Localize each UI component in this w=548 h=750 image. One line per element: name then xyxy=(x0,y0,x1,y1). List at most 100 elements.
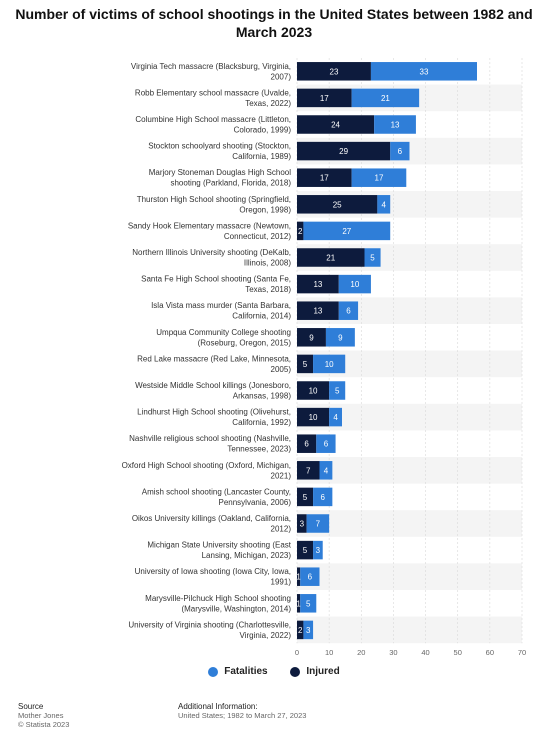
category-label: 2012) xyxy=(271,525,292,534)
data-label-fatalities: 6 xyxy=(398,147,403,156)
data-label-injured: 17 xyxy=(320,174,329,183)
bar-injured xyxy=(297,195,378,214)
category-label: Westside Middle School killings (Jonesbo… xyxy=(135,381,291,390)
category-label: Connecticut, 2012) xyxy=(224,232,291,241)
bar-fatalities xyxy=(300,567,320,586)
category-label: 2021) xyxy=(271,471,292,480)
row-band xyxy=(297,510,522,537)
bar-injured xyxy=(297,274,339,294)
category-label: Sandy Hook Elementary massacre (Newtown, xyxy=(128,221,291,230)
category-label: Marjory Stoneman Douglas High School xyxy=(149,168,292,177)
row-band xyxy=(297,616,522,644)
legend-item-fatalities[interactable]: Fatalities xyxy=(208,666,268,677)
source-line: Mother Jones xyxy=(18,711,64,720)
bar-injured xyxy=(297,434,317,453)
bar-fatalities xyxy=(325,328,355,347)
data-label-fatalities: 3 xyxy=(306,626,311,635)
bar-fatalities xyxy=(329,407,342,427)
data-label-fatalities: 5 xyxy=(370,254,375,263)
data-label-injured: 10 xyxy=(309,387,318,396)
data-label-injured: 5 xyxy=(303,546,308,555)
bar-injured xyxy=(297,407,330,427)
category-label: Marysville-Pilchuck High School shooting xyxy=(145,594,291,603)
bar-fatalities xyxy=(313,487,333,507)
bar-injured xyxy=(297,328,326,347)
category-label: Colorado, 1999) xyxy=(234,126,292,135)
data-label-fatalities: 6 xyxy=(346,307,351,316)
category-label: California, 1989) xyxy=(232,152,291,161)
data-label-injured: 29 xyxy=(339,147,348,156)
bar-injured xyxy=(297,620,304,640)
category-label: Robb Elementary school massacre (Uvalde, xyxy=(135,88,291,97)
category-label: Oxford High School shooting (Oxford, Mic… xyxy=(122,461,291,470)
data-label-fatalities: 6 xyxy=(308,573,313,582)
category-label: Thurston High School shooting (Springfie… xyxy=(137,195,291,204)
bar-injured xyxy=(297,221,304,241)
data-label-injured: 7 xyxy=(306,466,311,475)
data-label-injured: 23 xyxy=(330,67,339,76)
bar-fatalities xyxy=(338,274,371,294)
category-label: Texas, 2018) xyxy=(245,285,291,294)
additional-info-block: Additional Information: United States; 1… xyxy=(178,702,306,720)
bar-injured xyxy=(297,487,314,507)
category-label: Tennessee, 2023) xyxy=(227,445,291,454)
bar-fatalities xyxy=(313,540,323,560)
data-label-injured: 3 xyxy=(300,520,305,529)
bar-injured xyxy=(297,301,339,320)
row-band xyxy=(297,563,522,590)
category-label: 1991) xyxy=(271,578,292,587)
category-label: Isla Vista mass murder (Santa Barbara, xyxy=(151,301,291,310)
bar-fatalities xyxy=(316,434,336,453)
bar-fatalities xyxy=(351,168,407,187)
category-label: Stockton schoolyard shooting (Stockton, xyxy=(148,142,291,151)
bar-injured xyxy=(297,594,301,613)
data-label-fatalities: 21 xyxy=(381,94,390,103)
category-label: Columbine High School massacre (Littleto… xyxy=(135,115,291,124)
bar-fatalities xyxy=(313,354,346,374)
data-label-injured: 9 xyxy=(309,333,314,342)
data-label-fatalities: 4 xyxy=(324,466,329,475)
data-label-fatalities: 5 xyxy=(335,387,340,396)
data-label-fatalities: 5 xyxy=(306,599,311,608)
category-label: Virginia Tech massacre (Blacksburg, Virg… xyxy=(131,62,291,71)
additional-info-heading: Additional Information: xyxy=(178,702,258,711)
data-label-fatalities: 7 xyxy=(316,520,321,529)
data-label-fatalities: 10 xyxy=(350,280,359,289)
data-label-fatalities: 33 xyxy=(420,67,429,76)
source-heading: Source xyxy=(18,702,44,711)
bar-injured xyxy=(297,168,352,187)
category-label: Amish school shooting (Lancaster County, xyxy=(142,487,291,496)
data-label-injured: 10 xyxy=(309,413,318,422)
data-label-injured: 2 xyxy=(298,227,303,236)
category-label: Texas, 2022) xyxy=(245,99,291,108)
data-label-fatalities: 10 xyxy=(325,360,334,369)
category-label: Northern Illinois University shooting (D… xyxy=(132,248,291,257)
data-label-injured: 6 xyxy=(304,440,309,449)
bar-injured xyxy=(297,62,371,81)
bar-injured xyxy=(297,354,314,374)
source-block: Source Mother Jones © Statista 2023 xyxy=(18,702,69,729)
data-label-fatalities: 6 xyxy=(320,493,325,502)
data-label-fatalities: 17 xyxy=(375,174,384,183)
legend-item-injured[interactable]: Injured xyxy=(290,666,340,677)
row-band xyxy=(297,457,522,484)
x-tick-label: 50 xyxy=(454,648,462,657)
bar-fatalities xyxy=(370,62,477,81)
x-tick-label: 60 xyxy=(486,648,494,657)
legend-swatch-fatalities xyxy=(208,666,219,677)
x-tick-label: 10 xyxy=(325,648,333,657)
x-tick-label: 0 xyxy=(295,648,299,657)
data-label-fatalities: 9 xyxy=(338,333,343,342)
category-label: Lansing, Michigan, 2023) xyxy=(202,551,292,560)
data-label-injured: 13 xyxy=(313,280,322,289)
category-label: Virginia, 2022) xyxy=(240,631,292,640)
data-label-injured: 2 xyxy=(298,626,303,635)
category-label: (Roseburg, Oregon, 2015) xyxy=(198,338,292,347)
category-label: Santa Fe High School shooting (Santa Fe, xyxy=(141,275,291,284)
bar-injured xyxy=(297,567,301,586)
bar-injured xyxy=(297,115,375,134)
x-tick-label: 30 xyxy=(389,648,397,657)
bar-injured xyxy=(297,141,391,161)
category-label: California, 2014) xyxy=(232,312,291,321)
chart-title: Number of victims of school shootings in… xyxy=(15,6,533,40)
